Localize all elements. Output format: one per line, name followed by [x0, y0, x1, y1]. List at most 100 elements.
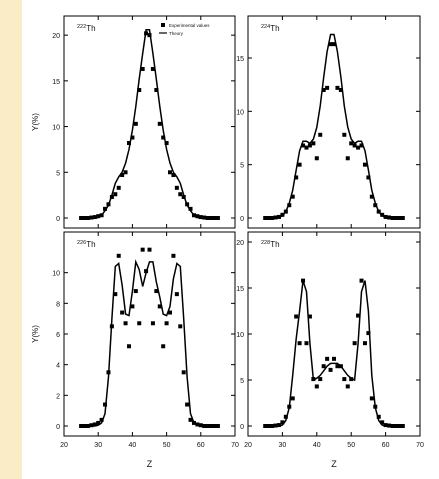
experimental-point [140, 247, 145, 252]
experimental-point [103, 206, 108, 211]
experimental-point [212, 216, 217, 220]
experimental-point [85, 424, 90, 428]
experimental-point [297, 341, 302, 346]
experimental-point [366, 331, 371, 336]
experimental-point [342, 377, 347, 382]
experimental-point [144, 269, 149, 274]
experimental-point [301, 278, 306, 283]
experimental-point [137, 88, 142, 92]
experimental-point [168, 170, 173, 175]
experimental-point [113, 292, 118, 297]
experimental-point [96, 420, 101, 425]
experimental-point [290, 194, 295, 199]
experimental-point [345, 156, 350, 161]
experimental-point [383, 214, 388, 219]
experimental-point [154, 88, 159, 92]
experimental-point [168, 310, 173, 315]
x-axis-label: Z [147, 459, 153, 469]
x-tick-label: 50 [163, 442, 171, 449]
experimental-point [338, 88, 343, 92]
experimental-point [332, 356, 336, 361]
experimental-point [92, 422, 97, 427]
experimental-point [116, 185, 121, 190]
experimental-point [85, 216, 90, 220]
panel-th226: 0 2 4 6 8 10 20 30 40 50 60 70 226Th Y(%) Z [31, 231, 239, 469]
panel-th224: 0 5 10 15 224Th [236, 15, 421, 229]
y-tick-label: 5 [56, 170, 60, 177]
x-tick-label: 60 [197, 442, 205, 449]
y-tick-label: 8 [56, 301, 60, 308]
experimental-point [209, 216, 214, 220]
experimental-point [387, 423, 392, 428]
experimental-point [195, 422, 200, 427]
experimental-point [400, 424, 405, 428]
experimental-point [263, 216, 268, 220]
experimental-point [198, 423, 203, 428]
plot-frame [247, 15, 421, 229]
nuclide-mass: 224 [261, 24, 270, 30]
experimental-point [366, 175, 371, 180]
theory-line [265, 33, 403, 219]
experimental-point [178, 192, 183, 197]
experimental-point [181, 370, 186, 375]
experimental-point [280, 212, 285, 217]
experimental-point [352, 143, 357, 148]
experimental-point [373, 203, 378, 208]
experimental-point [304, 145, 309, 150]
experimental-point [369, 396, 374, 401]
experimental-point [301, 143, 306, 148]
x-tick-label: 70 [416, 442, 424, 449]
experimental-point [335, 85, 340, 90]
experimental-point [130, 304, 135, 309]
experimental-point [82, 216, 87, 220]
experimental-point [373, 404, 378, 409]
experimental-point [89, 423, 94, 428]
experimental-point [96, 214, 101, 219]
experimental-point [205, 424, 210, 428]
experimental-point [103, 402, 108, 407]
theory-line [81, 259, 218, 427]
experimental-point [188, 417, 193, 422]
y-axis-label: Y(%) [31, 325, 40, 343]
experimental-point [390, 216, 395, 220]
x-tick-label: 60 [382, 442, 390, 449]
y-tick-label: 0 [240, 424, 244, 431]
experimental-point [328, 42, 333, 47]
y-tick-label: 10 [52, 271, 60, 278]
experimental-point [383, 423, 388, 428]
experimental-point [171, 173, 176, 178]
experimental-point [276, 214, 281, 219]
experimental-point [116, 253, 121, 258]
experimental-point [205, 216, 210, 220]
plot-frame [63, 15, 236, 229]
nuclide-label: 224Th [261, 24, 280, 33]
experimental-point [263, 424, 268, 428]
experimental-point [345, 384, 350, 389]
experimental-point [171, 253, 176, 258]
experimental-point [276, 423, 281, 428]
experimental-point [185, 402, 190, 407]
nuclide-label: 222Th [77, 24, 96, 33]
experimental-point [362, 341, 367, 346]
experimental-point [397, 424, 402, 428]
experimental-point [266, 424, 271, 428]
y-tick-label: 5 [240, 163, 244, 170]
experimental-point [123, 170, 128, 175]
experimental-point [120, 310, 125, 315]
plot-frame [247, 231, 421, 437]
experimental-point [191, 420, 196, 425]
experimental-point [164, 321, 169, 326]
experimental-point [356, 145, 361, 150]
experimental-point [120, 173, 125, 178]
experimental-point [307, 314, 312, 319]
experimental-point [215, 424, 220, 428]
experimental-point [133, 121, 138, 126]
experimental-point [376, 209, 381, 214]
experimental-point [393, 216, 398, 220]
nuclide-label: 228Th [261, 240, 280, 249]
nuclide-mass: 226 [77, 240, 86, 246]
experimental-point [352, 341, 357, 346]
x-axis-label: Z [331, 459, 337, 469]
theory-line [265, 280, 403, 427]
experimental-point [400, 216, 405, 220]
